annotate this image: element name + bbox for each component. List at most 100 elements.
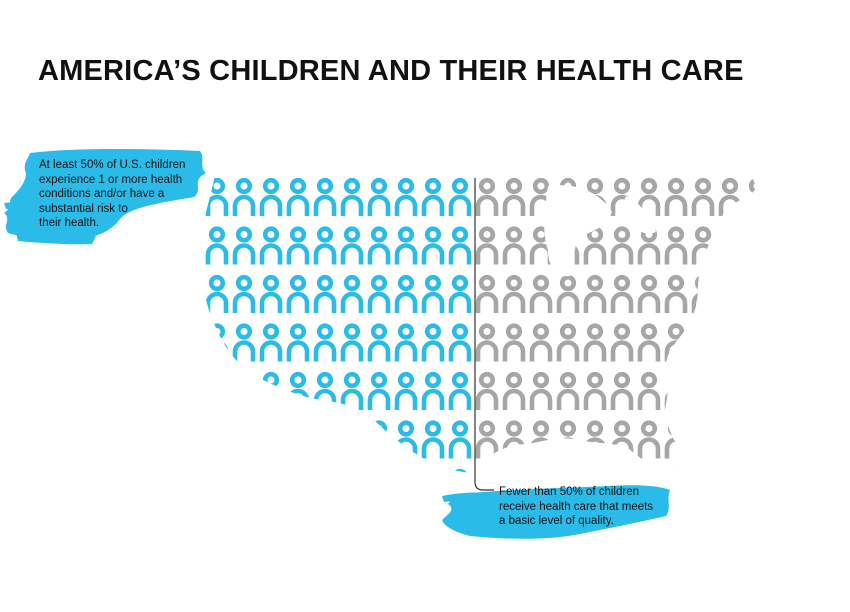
person-icon-body bbox=[205, 194, 229, 216]
person-icon-head bbox=[694, 177, 712, 195]
person-icon-body bbox=[529, 291, 553, 313]
person-icon-head bbox=[370, 323, 388, 340]
person-icon-body bbox=[664, 388, 688, 410]
person-icon-head bbox=[289, 177, 307, 195]
person-icon-body bbox=[208, 488, 226, 507]
person-icon-body bbox=[313, 243, 337, 265]
person-icon-body bbox=[529, 340, 553, 362]
person-icon-body bbox=[694, 488, 712, 507]
person-icon-head bbox=[667, 371, 685, 389]
person-icon-body bbox=[718, 388, 742, 410]
person-icon-body bbox=[421, 291, 445, 313]
person-icon-body bbox=[421, 437, 445, 459]
person-icon-head bbox=[478, 323, 496, 340]
person-icon-body bbox=[367, 291, 391, 313]
person-icon-head bbox=[451, 420, 469, 437]
person-icon-body bbox=[502, 388, 526, 410]
person-icon-body bbox=[232, 194, 256, 216]
person-icon-body bbox=[745, 437, 756, 459]
person-icon-body bbox=[718, 340, 742, 362]
person-icon-head bbox=[316, 323, 334, 340]
person-icon-body bbox=[421, 194, 445, 216]
person-icon-body bbox=[637, 437, 661, 459]
person-icon-head bbox=[505, 177, 523, 195]
lakes-cutout bbox=[544, 185, 612, 277]
person-icon-body bbox=[748, 488, 766, 507]
person-icon-body bbox=[718, 194, 742, 216]
person-icon-body bbox=[397, 488, 415, 507]
person-icon-body bbox=[448, 243, 472, 265]
person-icon-body bbox=[259, 388, 283, 410]
person-icon-head bbox=[424, 226, 442, 243]
person-icon-body bbox=[262, 488, 280, 507]
person-icon-body bbox=[448, 291, 472, 313]
person-icon-head bbox=[694, 323, 712, 340]
person-icon-head bbox=[316, 371, 334, 389]
person-icon-body bbox=[691, 437, 715, 459]
person-icon-head bbox=[532, 274, 550, 292]
person-icon-body bbox=[286, 437, 310, 459]
person-icon-head bbox=[667, 177, 685, 195]
person-icon-body bbox=[745, 340, 756, 362]
person-icon-head bbox=[370, 371, 388, 389]
person-icon-head bbox=[289, 468, 307, 473]
person-icon-head bbox=[235, 274, 253, 292]
person-icon-body bbox=[286, 194, 310, 216]
person-icon-head bbox=[721, 226, 739, 243]
person-icon-body bbox=[259, 243, 283, 265]
person-icon-body bbox=[637, 340, 661, 362]
person-icon-head bbox=[451, 274, 469, 292]
person-icon-body bbox=[367, 194, 391, 216]
person-icon-head bbox=[208, 226, 226, 243]
person-icon-head bbox=[559, 420, 577, 437]
person-icon-body bbox=[367, 388, 391, 410]
person-icon-body bbox=[448, 340, 472, 362]
person-icon-body bbox=[313, 291, 337, 313]
person-icon-head bbox=[235, 323, 253, 340]
person-icon-head bbox=[397, 226, 415, 243]
person-icon-head bbox=[694, 371, 712, 389]
person-icon-body bbox=[475, 243, 499, 265]
person-icon-head bbox=[235, 468, 253, 473]
person-icon-body bbox=[583, 388, 607, 410]
left-callout-line: experience 1 or more health bbox=[39, 173, 183, 186]
person-icon-body bbox=[691, 243, 715, 265]
person-icon-body bbox=[316, 488, 334, 507]
person-icon-head bbox=[208, 468, 226, 473]
person-icon-body bbox=[718, 437, 742, 459]
person-icon-body bbox=[475, 340, 499, 362]
person-icon-body bbox=[340, 291, 364, 313]
person-icon-head bbox=[613, 371, 631, 389]
person-icon-body bbox=[370, 488, 388, 507]
person-icon-body bbox=[286, 291, 310, 313]
person-icon-head bbox=[424, 371, 442, 389]
person-icon-body bbox=[205, 340, 229, 362]
person-icon-head bbox=[748, 177, 756, 195]
person-icon-body bbox=[286, 388, 310, 410]
person-icon-body bbox=[529, 388, 553, 410]
person-icon-body bbox=[232, 243, 256, 265]
person-icon-head bbox=[370, 468, 388, 473]
right-brush-stroke bbox=[442, 485, 670, 539]
person-icon-head bbox=[532, 371, 550, 389]
person-icon-head bbox=[667, 323, 685, 340]
person-icon-body bbox=[205, 437, 229, 459]
person-icon-body bbox=[340, 194, 364, 216]
person-icon-head bbox=[289, 371, 307, 389]
person-icon-head bbox=[262, 323, 280, 340]
person-icon-head bbox=[316, 177, 334, 195]
person-icon-head bbox=[721, 371, 739, 389]
person-icon-body bbox=[340, 340, 364, 362]
person-icon-head bbox=[478, 274, 496, 292]
person-icon-body bbox=[394, 194, 418, 216]
person-icon-head bbox=[262, 177, 280, 195]
person-icon-body bbox=[583, 340, 607, 362]
person-icon-head bbox=[532, 177, 550, 195]
person-icon-body bbox=[502, 243, 526, 265]
person-icon-body bbox=[718, 243, 742, 265]
person-icon-body bbox=[583, 437, 607, 459]
person-icon-head bbox=[586, 420, 604, 437]
person-icon-head bbox=[559, 274, 577, 292]
person-icon-head bbox=[748, 468, 756, 473]
person-icon-body bbox=[691, 340, 715, 362]
